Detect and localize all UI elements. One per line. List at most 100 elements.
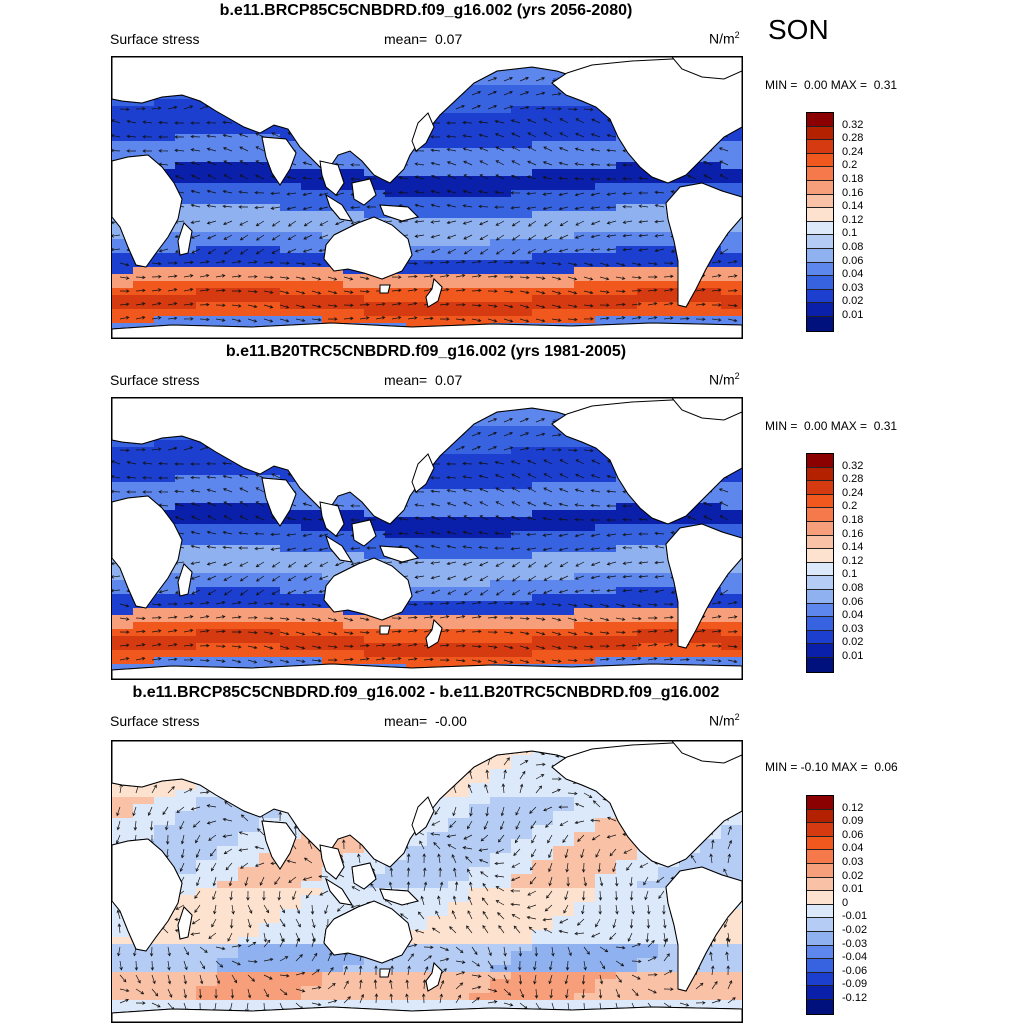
- wind-vector-arrow: [511, 248, 521, 255]
- wind-vector-arrow: [158, 476, 168, 480]
- wind-vector-arrow: [431, 820, 441, 826]
- colorbar-swatch: [807, 167, 833, 181]
- wind-vector-arrow: [535, 785, 543, 794]
- newzealand-landmass: [425, 277, 443, 308]
- colorbar-swatch: [807, 877, 833, 892]
- madagascar-landmass: [177, 222, 193, 256]
- wind-vector-arrow: [503, 757, 510, 766]
- wind-vector-arrow: [455, 629, 466, 633]
- wind-vector-arrow: [615, 289, 626, 294]
- colorbar-tick-label: 0.16: [842, 527, 864, 540]
- wind-vector-arrow: [135, 447, 146, 452]
- wind-vector-arrow: [239, 501, 249, 507]
- wind-vector-arrow: [534, 988, 539, 999]
- wind-vector-arrow: [575, 220, 585, 226]
- panel-3-map: [111, 740, 743, 1023]
- wind-vector-arrow: [318, 575, 329, 580]
- wind-vector-arrow: [167, 988, 173, 998]
- wind-vector-arrow: [498, 925, 505, 934]
- africa-landmass: [112, 154, 183, 268]
- wind-vector-arrow: [190, 189, 201, 194]
- wind-vector-arrow: [207, 589, 217, 595]
- wind-vector-arrow: [318, 547, 329, 552]
- wind-vector-arrow: [119, 603, 130, 608]
- wind-vector-arrow: [439, 881, 444, 892]
- wind-vector-arrow: [119, 617, 130, 621]
- wind-vector-arrow: [590, 547, 601, 551]
- wind-vector-arrow: [455, 982, 464, 990]
- wind-vector-arrow: [151, 1002, 161, 1008]
- wind-vector-arrow: [190, 502, 201, 507]
- wind-vector-arrow: [431, 589, 441, 595]
- wind-vector-arrow: [311, 617, 322, 622]
- wind-vector-arrow: [542, 516, 553, 521]
- wind-vector-arrow: [622, 575, 633, 579]
- wind-vector-arrow: [263, 631, 274, 635]
- wind-vector-arrow: [407, 288, 418, 292]
- wind-vector-arrow: [590, 177, 600, 181]
- wind-vector-arrow: [311, 276, 322, 281]
- wind-vector-arrow: [389, 993, 393, 1004]
- wind-vector-arrow: [606, 518, 616, 522]
- panel-3-title: b.e11.BRCP85C5CNBDRD.f09_g16.002 - b.e11…: [132, 684, 720, 701]
- wind-vector-arrow: [519, 76, 529, 82]
- wind-vector-arrow: [559, 459, 569, 465]
- wind-vector-arrow: [255, 589, 265, 596]
- colorbar-tick-label: -0.02: [842, 924, 868, 936]
- wind-vector-arrow: [247, 918, 252, 929]
- wind-vector-arrow: [430, 832, 441, 836]
- wind-vector-arrow: [535, 617, 546, 621]
- wind-vector-arrow: [430, 189, 441, 194]
- wind-vector-arrow: [654, 234, 665, 238]
- wind-vector-arrow: [191, 174, 201, 180]
- wind-vector-arrow: [615, 316, 626, 320]
- wind-vector-arrow: [142, 120, 153, 124]
- wind-vector-arrow: [494, 205, 505, 209]
- wind-vector-arrow: [343, 303, 354, 308]
- wind-vector-arrow: [654, 203, 665, 208]
- wind-vector-arrow: [725, 951, 729, 962]
- panel-2-colorbar: [806, 453, 834, 673]
- wind-vector-arrow: [527, 118, 537, 124]
- wind-vector-arrow: [719, 160, 729, 166]
- wind-vector-arrow: [247, 904, 253, 914]
- wind-vector-arrow: [606, 834, 617, 839]
- wind-vector-arrow: [598, 988, 603, 999]
- wind-vector-arrow: [481, 897, 489, 906]
- wind-vector-arrow: [574, 162, 585, 166]
- wind-vector-arrow: [311, 932, 316, 943]
- wind-vector-arrow: [174, 121, 185, 125]
- wind-vector-arrow: [430, 489, 441, 493]
- wind-vector-arrow: [263, 988, 269, 998]
- wind-vector-arrow: [247, 645, 258, 650]
- newzealand-landmass: [425, 618, 443, 649]
- wind-vector-arrow: [679, 657, 690, 662]
- wind-vector-arrow: [407, 261, 418, 266]
- wind-vector-arrow: [437, 853, 441, 864]
- wind-vector-arrow: [719, 174, 729, 180]
- wind-vector-arrow: [417, 911, 425, 920]
- wind-vector-arrow: [709, 951, 713, 962]
- wind-vector-arrow: [695, 1001, 706, 1005]
- wind-vector-arrow: [709, 853, 713, 864]
- wind-vector-arrow: [495, 848, 505, 854]
- wind-vector-arrow: [719, 589, 729, 596]
- wind-vector-arrow: [439, 317, 450, 321]
- wind-vector-arrow: [271, 589, 281, 595]
- wind-vector-arrow: [718, 147, 729, 152]
- wind-vector-arrow: [183, 615, 194, 619]
- wind-vector-arrow: [564, 848, 569, 859]
- panel-1-colorbar: [806, 112, 834, 332]
- wind-vector-arrow: [391, 616, 402, 620]
- wind-vector-arrow: [647, 973, 658, 977]
- wind-vector-arrow: [711, 965, 715, 976]
- wind-vector-arrow: [711, 981, 718, 990]
- wind-vector-arrow: [119, 974, 127, 983]
- wind-vector-arrow: [135, 656, 146, 661]
- wind-vector-arrow: [183, 788, 193, 794]
- wind-vector-arrow: [183, 260, 194, 265]
- wind-vector-arrow: [142, 476, 153, 480]
- wind-vector-arrow: [247, 260, 258, 264]
- wind-vector-arrow: [455, 994, 461, 1004]
- wind-vector-arrow: [199, 974, 204, 985]
